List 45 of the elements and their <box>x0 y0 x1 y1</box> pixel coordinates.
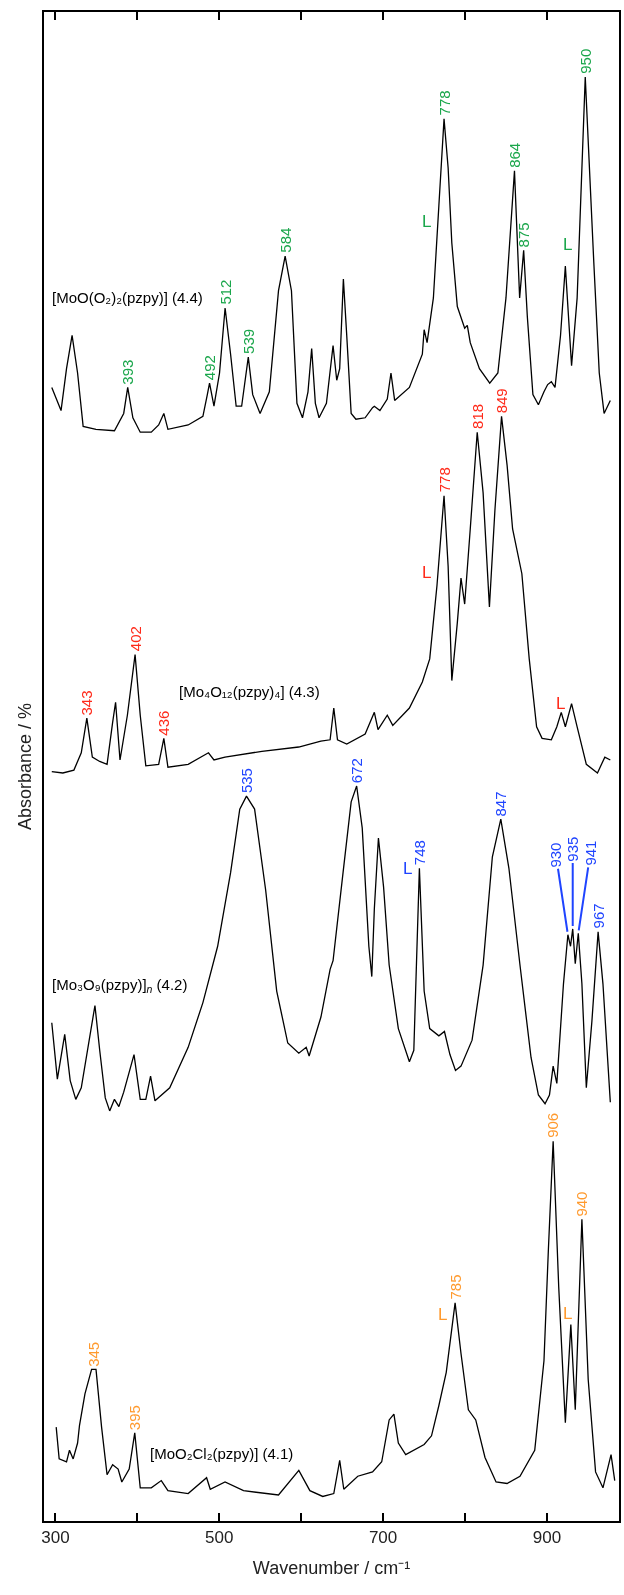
annotation: 584 <box>276 227 294 253</box>
annotation: 492 <box>200 355 218 381</box>
annotation: L <box>403 859 413 878</box>
annotation: 748 <box>410 840 428 866</box>
annotation: 778 <box>435 467 453 493</box>
annotation: 818 <box>468 403 486 429</box>
annotation: L <box>438 1305 448 1324</box>
annotation: 539 <box>239 328 257 354</box>
series-label: [MoO(O₂)₂(pzpy)] (4.4) <box>52 289 203 306</box>
series-label: [Mo₄O₁₂(pzpy)₄] (4.3) <box>179 683 320 700</box>
annotation: 941 <box>582 840 600 866</box>
annotation: 849 <box>492 388 510 414</box>
series-label: [Mo₃O₉(pzpy)]$_{n}$ (4.2) <box>52 976 188 996</box>
annotation: 906 <box>544 1112 562 1138</box>
annotation: L <box>563 235 573 254</box>
annotation: 935 <box>563 836 581 862</box>
series-label: [MoO₂Cl₂(pzpy)] (4.1) <box>150 1445 294 1462</box>
x-tick-label: 900 <box>532 1528 562 1548</box>
annotation: 672 <box>348 758 366 784</box>
annotation: 512 <box>216 279 234 305</box>
annotation: L <box>556 694 566 713</box>
annotation: 343 <box>78 690 96 716</box>
annotation: 950 <box>576 48 594 74</box>
annotation: 402 <box>126 626 144 652</box>
annotation: L <box>422 563 432 582</box>
annotation: 436 <box>154 710 172 736</box>
annotation: 393 <box>118 359 136 385</box>
annotation: 785 <box>446 1274 464 1300</box>
annotation: 395 <box>126 1405 144 1431</box>
annotation: L <box>422 212 432 231</box>
annotation: L <box>563 1304 573 1323</box>
x-tick-label: 500 <box>205 1528 234 1548</box>
annotation: 930 <box>547 842 565 868</box>
annotation: 940 <box>573 1191 591 1217</box>
x-axis-title: Wavenumber / cm⁻¹ <box>252 1558 411 1578</box>
annotation: 967 <box>589 903 607 929</box>
annotation: 875 <box>514 222 532 248</box>
annotation: 864 <box>506 142 524 168</box>
x-tick-label: 300 <box>41 1528 70 1548</box>
annotation: 778 <box>435 90 453 116</box>
x-tick-label: 700 <box>368 1528 398 1548</box>
y-axis-title: Absorbance / % <box>14 702 35 831</box>
annotation: 345 <box>85 1341 103 1367</box>
annotation: 847 <box>492 791 510 817</box>
annotation: 535 <box>237 768 255 794</box>
